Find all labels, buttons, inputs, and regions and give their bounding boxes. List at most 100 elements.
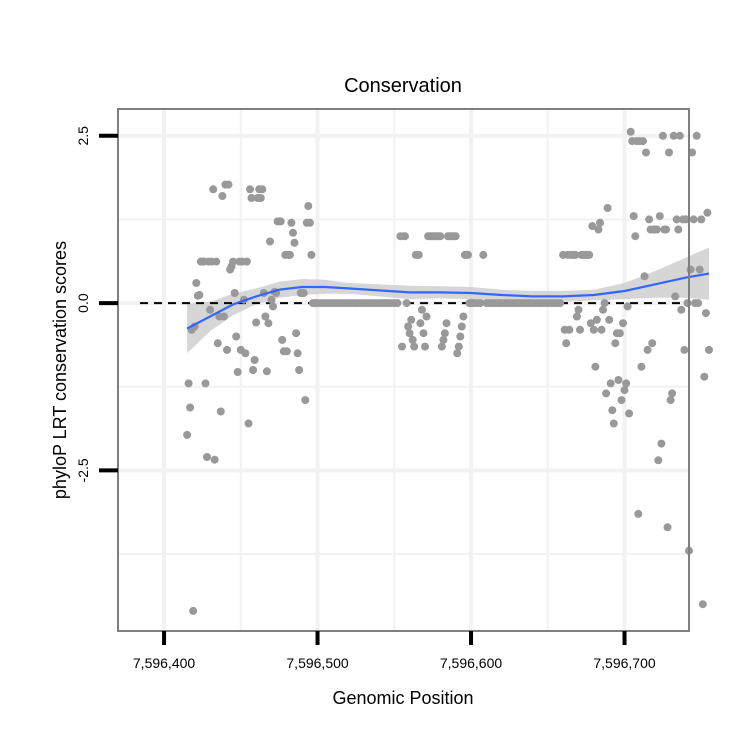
data-point: [609, 419, 618, 428]
data-point: [289, 228, 297, 237]
data-point: [201, 379, 210, 388]
data-point: [675, 131, 684, 140]
data-point: [404, 322, 413, 331]
data-point: [292, 329, 301, 338]
data-point: [586, 319, 595, 328]
data-point: [436, 232, 445, 241]
data-point: [629, 212, 638, 221]
data-point: [476, 299, 485, 308]
data-point: [596, 218, 604, 227]
axes: 7,596,400 7,596,500 7,596,600 7,596,700 2.5 0…: [75, 126, 656, 671]
data-point: [705, 345, 713, 354]
data-point: [654, 456, 663, 465]
data-point: [417, 305, 426, 314]
data-point: [457, 322, 466, 331]
data-point: [203, 453, 211, 461]
data-point: [419, 329, 428, 338]
data-point: [671, 292, 680, 301]
confidence-ribbon-group: [187, 247, 710, 354]
y-axis-label: phyloP LRT conservation scores: [50, 241, 70, 499]
data-point: [402, 299, 411, 308]
data-point: [615, 329, 624, 338]
data-point: [692, 131, 701, 140]
data-point: [299, 289, 308, 297]
data-point: [241, 349, 250, 358]
data-point: [479, 250, 488, 259]
y-tick-label: 2.5: [75, 126, 91, 146]
data-point: [440, 329, 449, 338]
data-point: [634, 509, 643, 518]
data-point: [233, 368, 242, 376]
data-point: [416, 319, 425, 328]
x-tick-label: 7,596,600: [440, 655, 502, 671]
data-point: [401, 232, 409, 241]
plot-panel-border: [117, 108, 690, 632]
data-point: [252, 318, 261, 327]
data-point: [599, 305, 607, 314]
data-point: [247, 194, 256, 202]
data-point: [183, 430, 192, 439]
data-point: [585, 250, 594, 259]
data-point: [414, 250, 423, 259]
data-point: [393, 299, 402, 308]
data-point: [622, 379, 631, 388]
data-point: [464, 250, 472, 259]
data-point: [700, 372, 709, 381]
data-point: [192, 279, 201, 287]
data-point: [250, 356, 259, 364]
data-point: [212, 257, 221, 266]
data-point: [442, 319, 451, 328]
data-point: [652, 225, 661, 234]
data-point: [223, 345, 231, 354]
data-point: [249, 366, 258, 374]
data-point: [689, 215, 698, 224]
data-point: [669, 131, 678, 140]
data-point: [305, 218, 314, 227]
data-point: [224, 180, 233, 189]
data-point: [562, 339, 571, 348]
data-point: [576, 325, 584, 334]
data-point: [597, 325, 606, 334]
data-point: [680, 345, 689, 354]
data-point: [232, 332, 241, 341]
data-point: [588, 222, 597, 231]
data-point: [301, 396, 310, 405]
data-point: [219, 312, 228, 321]
data-point: [290, 238, 299, 247]
data-point: [674, 225, 683, 234]
data-point: [206, 305, 215, 314]
data-point: [216, 407, 225, 416]
data-point: [287, 218, 296, 227]
data-point: [695, 265, 704, 274]
data-point: [258, 185, 267, 194]
data-point: [626, 127, 635, 136]
data-point: [572, 312, 581, 321]
data-point: [456, 332, 465, 341]
data-point: [611, 339, 620, 348]
data-point: [681, 215, 690, 224]
data-point: [703, 208, 712, 217]
data-point: [683, 299, 692, 308]
x-tick-label: 7,596,700: [593, 655, 655, 671]
data-point: [209, 185, 218, 194]
data-point: [186, 403, 195, 412]
data-point: [686, 265, 695, 274]
data-point: [262, 367, 271, 376]
grid-lines: [118, 109, 689, 631]
data-point: [295, 366, 304, 374]
data-point: [663, 523, 672, 532]
data-point: [603, 204, 612, 212]
data-point: [662, 225, 670, 234]
data-point: [639, 137, 647, 146]
data-point: [701, 309, 710, 318]
data-point: [594, 225, 603, 234]
data-point: [620, 386, 629, 395]
data-point: [623, 302, 632, 311]
data-point: [218, 192, 227, 200]
data-point: [304, 202, 313, 210]
data-point: [256, 194, 265, 202]
data-point: [266, 237, 274, 246]
data-point: [267, 295, 276, 304]
data-point: [565, 325, 574, 334]
